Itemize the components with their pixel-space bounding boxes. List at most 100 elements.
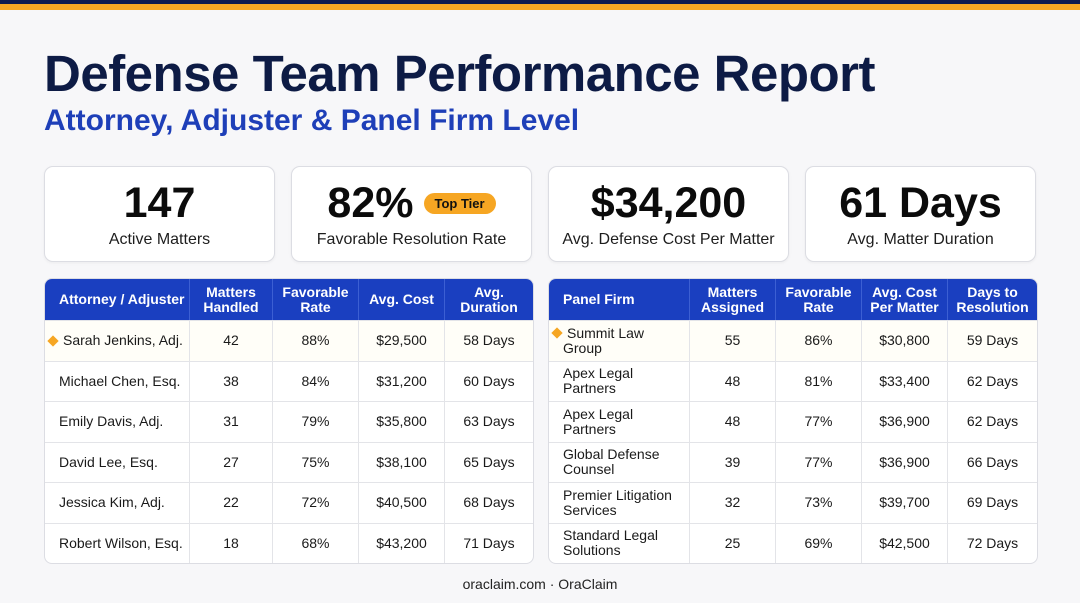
kpi-label: Favorable Resolution Rate	[316, 231, 507, 248]
table-row: Standard Legal Solutions 25 69% $42,500 …	[549, 522, 1037, 564]
table-cell: 60 Days	[445, 360, 533, 402]
table-header-row: Attorney / Adjuster Matters Handled Favo…	[45, 279, 533, 320]
table-cell: 55	[690, 320, 776, 361]
column-header: Attorney / Adjuster	[45, 279, 190, 320]
table-cell: 72 Days	[948, 522, 1037, 564]
table-cell-name: Global Defense Counsel	[549, 441, 690, 482]
table-cell: 31	[190, 401, 273, 442]
kpi-card-favorable-rate: 82% Top Tier Favorable Resolution Rate	[291, 166, 532, 262]
kpi-value: $34,200	[590, 179, 747, 227]
table-cell: 62 Days	[948, 401, 1037, 442]
kpi-label: Avg. Matter Duration	[847, 231, 994, 248]
table-cell: $40,500	[359, 482, 445, 523]
table-cell: $29,500	[359, 320, 445, 361]
table-cell-name: Premier Litigation Services	[549, 482, 690, 523]
table-cell: $35,800	[359, 401, 445, 442]
column-header: Avg. Cost Per Matter	[862, 279, 948, 320]
table-cell: $36,900	[862, 441, 948, 482]
table-row: Global Defense Counsel 39 77% $36,900 66…	[549, 441, 1037, 483]
table-row: Summit Law Group 55 86% $30,800 59 Days	[549, 320, 1037, 361]
table-cell: $33,400	[862, 360, 948, 401]
table-row: Apex Legal Partners 48 81% $33,400 62 Da…	[549, 360, 1037, 402]
page-title: Defense Team Performance Report	[44, 45, 876, 102]
table-cell-name: Standard Legal Solutions	[549, 522, 690, 563]
table-cell: 69%	[776, 522, 862, 563]
table-cell: 71 Days	[445, 522, 533, 564]
table-cell-name: Summit Law Group	[549, 320, 690, 361]
table-cell: 39	[690, 441, 776, 482]
table-cell: 38	[190, 360, 273, 401]
table-cell: $39,700	[862, 482, 948, 523]
table-cell: 73%	[776, 482, 862, 523]
table-cell: 63 Days	[445, 401, 533, 442]
table-cell: 68 Days	[445, 482, 533, 523]
table-cell: 42	[190, 320, 273, 361]
attorney-adjuster-table: Attorney / Adjuster Matters Handled Favo…	[44, 278, 534, 564]
table-cell-name: Apex Legal Partners	[549, 360, 690, 401]
table-cell: 69 Days	[948, 482, 1037, 523]
top-accent-bar-gold	[0, 4, 1080, 10]
table-row: David Lee, Esq. 27 75% $38,100 65 Days	[45, 441, 533, 483]
table-cell: 18	[190, 522, 273, 563]
table-cell: 81%	[776, 360, 862, 401]
table-cell: $43,200	[359, 522, 445, 563]
column-header: Avg. Duration	[445, 279, 533, 320]
table-cell: $30,800	[862, 320, 948, 361]
table-cell: 59 Days	[948, 320, 1037, 361]
table-header-row: Panel Firm Matters Assigned Favorable Ra…	[549, 279, 1037, 320]
table-cell: 86%	[776, 320, 862, 361]
table-cell: 68%	[273, 522, 359, 563]
top-tier-badge: Top Tier	[423, 193, 496, 214]
column-header: Avg. Cost	[359, 279, 445, 320]
column-header: Matters Handled	[190, 279, 273, 320]
column-header: Favorable Rate	[776, 279, 862, 320]
column-header: Panel Firm	[549, 279, 690, 320]
table-cell-name: Emily Davis, Adj.	[45, 401, 190, 442]
kpi-label: Avg. Defense Cost Per Matter	[562, 231, 775, 248]
kpi-card-avg-duration: 61 Days Avg. Matter Duration	[805, 166, 1036, 262]
table-cell: 79%	[273, 401, 359, 442]
top-performer-diamond-icon	[551, 327, 563, 339]
column-header: Matters Assigned	[690, 279, 776, 320]
table-cell: 32	[690, 482, 776, 523]
table-cell-name: Jessica Kim, Adj.	[45, 482, 190, 523]
table-cell: 84%	[273, 360, 359, 401]
kpi-value: 82%	[327, 179, 414, 227]
table-cell: 48	[690, 401, 776, 442]
kpi-label: Active Matters	[108, 231, 211, 248]
panel-firm-table: Panel Firm Matters Assigned Favorable Ra…	[548, 278, 1038, 564]
table-cell: 88%	[273, 320, 359, 361]
table-cell: 66 Days	[948, 441, 1037, 483]
table-row: Premier Litigation Services 32 73% $39,7…	[549, 482, 1037, 523]
kpi-value: 61 Days	[839, 179, 1002, 227]
table-cell-name: David Lee, Esq.	[45, 441, 190, 482]
footer-credit: oraclaim.com · OraClaim	[462, 576, 618, 592]
column-header: Favorable Rate	[273, 279, 359, 320]
table-cell: 65 Days	[445, 441, 533, 483]
table-cell: 22	[190, 482, 273, 523]
kpi-value-row: 82% Top Tier	[292, 179, 531, 228]
table-cell: 58 Days	[445, 320, 533, 361]
column-header: Days to Resolution	[948, 279, 1037, 320]
table-cell-name: Sarah Jenkins, Adj.	[45, 320, 190, 361]
table-cell: 25	[690, 522, 776, 563]
table-cell: 77%	[776, 401, 862, 442]
table-cell: 27	[190, 441, 273, 482]
table-row: Robert Wilson, Esq. 18 68% $43,200 71 Da…	[45, 522, 533, 564]
table-row: Jessica Kim, Adj. 22 72% $40,500 68 Days	[45, 482, 533, 523]
table-cell: 72%	[273, 482, 359, 523]
table-row: Michael Chen, Esq. 38 84% $31,200 60 Day…	[45, 360, 533, 402]
table-cell: $42,500	[862, 522, 948, 563]
kpi-value: 147	[123, 179, 196, 227]
table-cell: $38,100	[359, 441, 445, 482]
table-cell: 62 Days	[948, 360, 1037, 402]
kpi-card-avg-defense-cost: $34,200 Avg. Defense Cost Per Matter	[548, 166, 789, 262]
table-cell: $31,200	[359, 360, 445, 401]
table-row: Emily Davis, Adj. 31 79% $35,800 63 Days	[45, 401, 533, 442]
table-cell: $36,900	[862, 401, 948, 442]
table-cell: 48	[690, 360, 776, 401]
page-subtitle: Attorney, Adjuster & Panel Firm Level	[44, 104, 580, 137]
table-cell: 75%	[273, 441, 359, 482]
kpi-card-active-matters: 147 Active Matters	[44, 166, 275, 262]
table-cell: 77%	[776, 441, 862, 482]
